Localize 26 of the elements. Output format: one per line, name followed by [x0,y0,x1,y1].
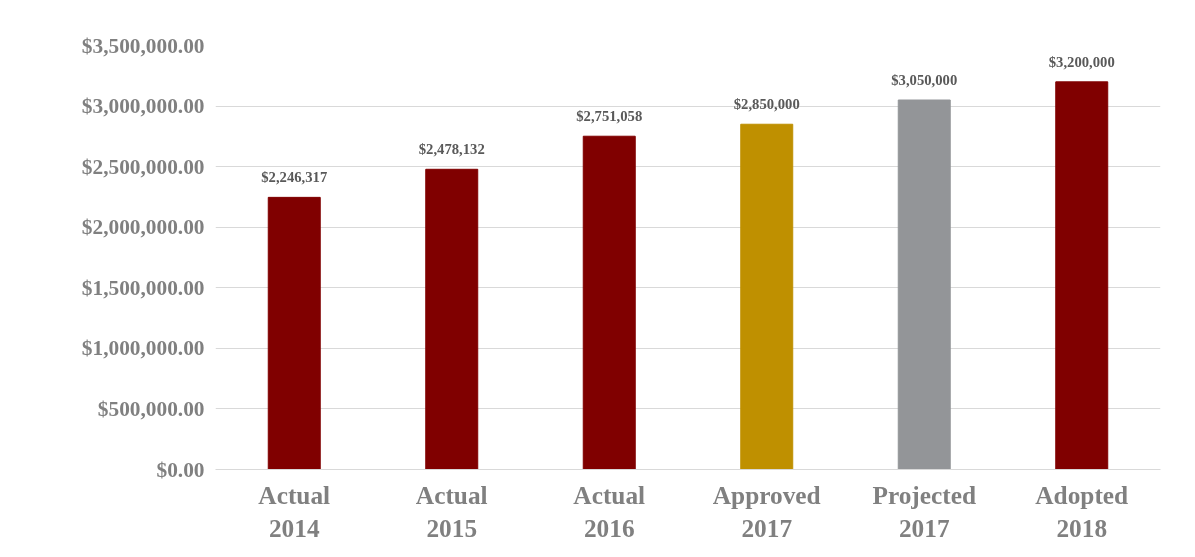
bar [267,196,321,470]
data-label: $2,850,000 [733,96,800,113]
x-tick-label: Actual 2014 [258,480,331,543]
bar [425,168,479,470]
x-tick-label: Actual 2016 [573,480,646,543]
data-label: $2,246,317 [261,169,328,186]
data-label: $3,050,000 [891,72,958,89]
x-tick-label: Projected 2017 [872,480,977,543]
y-tick-label: $3,000,000.00 [81,94,205,119]
y-tick-label: $3,500,000.00 [81,33,205,58]
x-tick-label: Actual 2015 [415,480,488,543]
data-label: $2,751,058 [576,108,643,125]
x-tick-label: Approved 2017 [712,480,821,543]
data-label: $3,200,000 [1048,53,1115,70]
y-tick-label: $0.00 [156,457,205,482]
bar [582,135,636,470]
data-label: $2,478,132 [418,141,485,158]
bar [897,99,951,470]
x-tick-label: Adopted 2018 [1035,480,1129,543]
y-tick-label: $500,000.00 [97,396,205,421]
bar [1055,81,1109,470]
y-tick-label: $2,000,000.00 [81,215,205,240]
y-tick-label: $1,500,000.00 [81,275,205,300]
bar [740,123,794,470]
y-tick-label: $1,000,000.00 [81,336,205,361]
y-tick-label: $2,500,000.00 [81,154,205,179]
